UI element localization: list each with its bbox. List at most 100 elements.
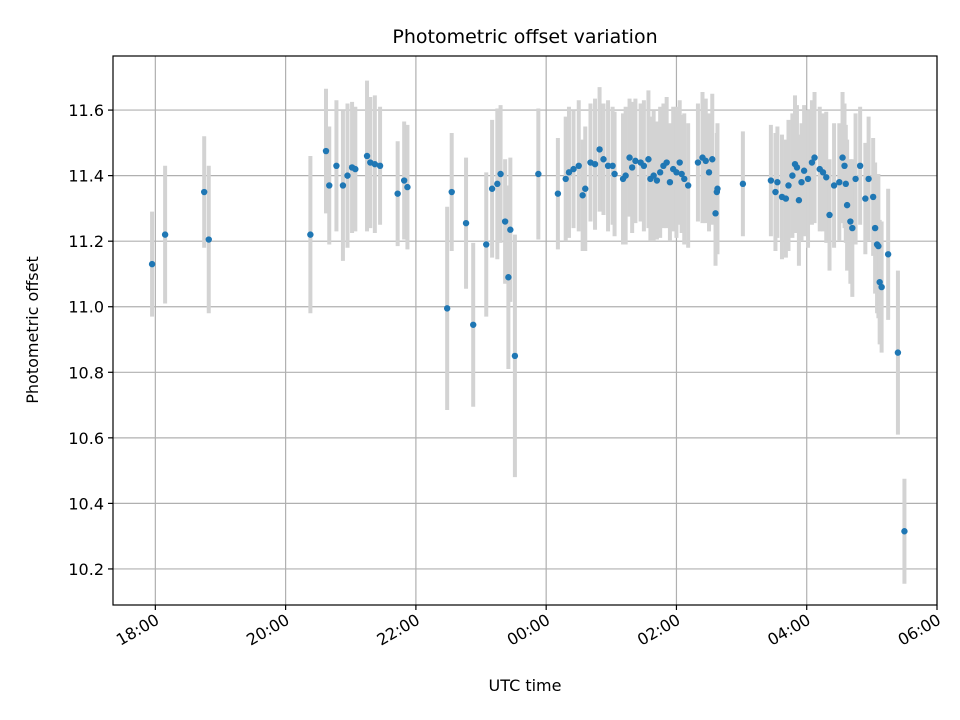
data-point — [626, 154, 633, 161]
data-point — [676, 159, 683, 166]
data-point — [497, 170, 504, 178]
data-point — [681, 175, 688, 183]
data-points — [148, 146, 908, 535]
data-point — [798, 178, 805, 186]
data-point — [535, 170, 542, 178]
data-point — [400, 177, 408, 184]
data-point — [376, 162, 384, 169]
data-point — [826, 211, 833, 219]
data-point — [842, 180, 850, 188]
data-point — [371, 160, 379, 168]
data-point — [611, 170, 618, 178]
data-point — [875, 242, 882, 250]
data-point — [511, 352, 519, 360]
data-point — [205, 236, 212, 243]
data-point — [344, 172, 351, 179]
data-point — [640, 162, 648, 169]
data-point — [862, 195, 869, 202]
data-point — [488, 185, 496, 192]
data-point — [326, 182, 333, 189]
x-axis-label: UTC time — [489, 676, 562, 695]
data-point — [609, 162, 616, 169]
plot-frame — [112, 55, 938, 606]
data-point — [739, 180, 747, 188]
data-point — [656, 169, 664, 176]
data-point — [869, 193, 877, 201]
data-point — [148, 260, 156, 268]
data-point — [800, 167, 808, 174]
data-point — [448, 188, 455, 196]
data-point — [841, 162, 848, 169]
data-point — [591, 160, 599, 168]
data-point — [847, 218, 854, 225]
data-point — [339, 182, 347, 189]
data-point — [876, 278, 883, 286]
data-point — [772, 188, 779, 196]
y-tick-label: 11.2 — [68, 232, 104, 251]
data-point — [785, 182, 792, 189]
data-point — [307, 231, 314, 238]
data-point — [645, 156, 652, 163]
data-point — [596, 146, 603, 153]
y-tick-label: 10.8 — [68, 363, 104, 382]
data-point — [894, 349, 902, 356]
data-point — [604, 162, 612, 169]
data-point — [470, 321, 477, 328]
data-point — [819, 169, 827, 176]
y-tick-label: 10.4 — [68, 494, 104, 513]
data-point — [582, 185, 589, 192]
data-point — [702, 157, 709, 165]
data-point — [795, 197, 803, 204]
data-point — [878, 283, 885, 291]
data-point — [322, 147, 330, 155]
data-point — [901, 528, 908, 535]
data-point — [161, 231, 169, 238]
data-point — [793, 164, 801, 171]
data-point — [394, 190, 401, 197]
data-point — [709, 156, 716, 163]
data-point — [808, 159, 816, 166]
grid — [113, 56, 938, 605]
data-point — [811, 154, 818, 161]
data-point — [694, 159, 702, 166]
y-tick-label: 11.0 — [68, 298, 104, 317]
data-point — [562, 175, 569, 183]
data-point — [823, 174, 830, 181]
data-point — [884, 251, 892, 258]
data-point — [705, 169, 713, 176]
data-point — [782, 195, 790, 202]
data-point — [830, 182, 838, 189]
data-point — [443, 305, 451, 312]
data-point — [843, 201, 851, 209]
data-point — [579, 192, 586, 199]
data-point — [600, 156, 607, 163]
data-point — [404, 183, 411, 191]
y-tick-label: 11.4 — [68, 167, 104, 186]
y-axis-label: Photometric offset — [23, 256, 42, 404]
data-point — [333, 162, 340, 169]
data-point — [849, 224, 856, 232]
data-point — [673, 169, 680, 176]
y-tick-label: 11.6 — [68, 101, 104, 120]
data-point — [200, 188, 208, 196]
data-point — [774, 178, 781, 186]
data-point — [852, 175, 859, 183]
data-point — [684, 182, 692, 189]
data-point — [663, 159, 670, 166]
data-point — [565, 169, 573, 176]
data-point — [714, 185, 721, 192]
data-point — [622, 172, 629, 179]
data-point — [494, 180, 501, 188]
data-point — [632, 157, 639, 165]
data-point — [666, 178, 674, 186]
data-point — [363, 152, 371, 160]
data-point — [871, 224, 879, 232]
data-point — [462, 219, 470, 227]
y-tick-label: 10.6 — [68, 429, 104, 448]
data-point — [650, 172, 657, 179]
data-point — [352, 165, 359, 173]
chart-title: Photometric offset variation — [392, 26, 657, 48]
y-tick-label: 10.2 — [68, 560, 104, 579]
